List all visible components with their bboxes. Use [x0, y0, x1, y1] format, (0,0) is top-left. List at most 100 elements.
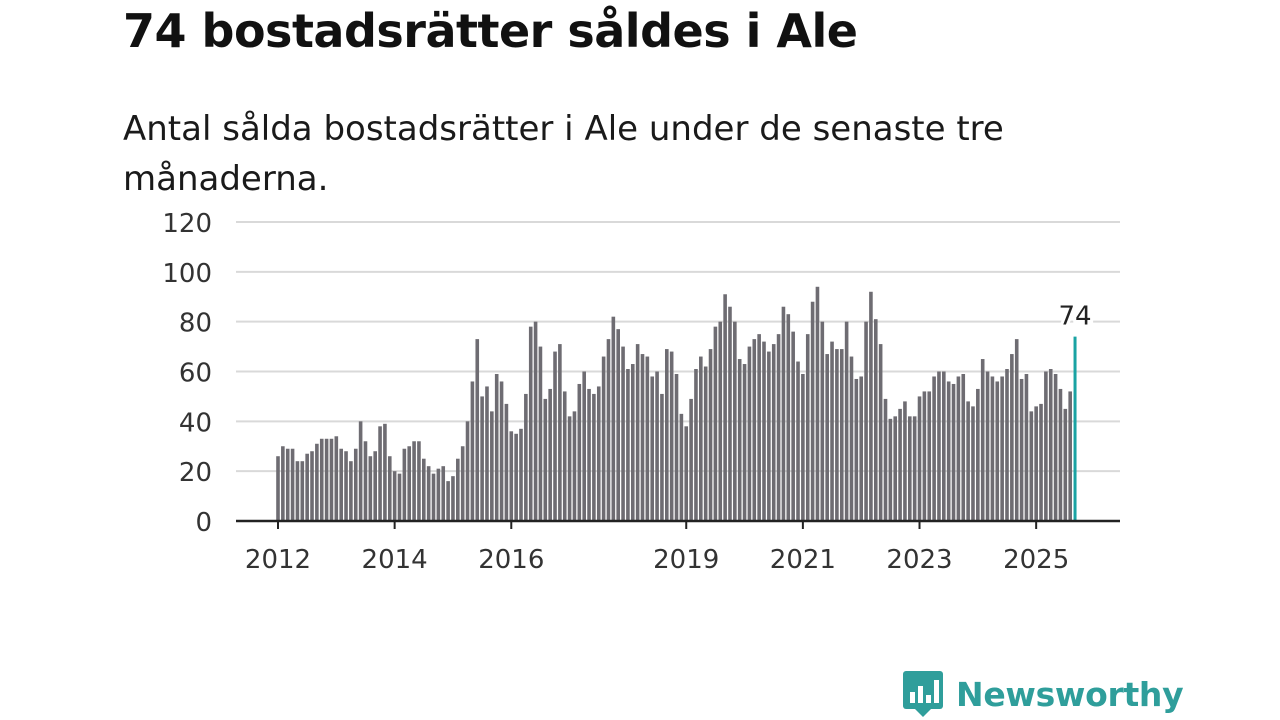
x-tick-label: 2019: [653, 545, 719, 575]
bar: [387, 456, 392, 521]
bar: [839, 349, 844, 521]
bar: [640, 354, 645, 521]
bar: [873, 319, 878, 521]
bar: [353, 448, 358, 521]
bar: [310, 451, 314, 521]
bar: [752, 339, 757, 521]
bar: [538, 346, 543, 521]
x-tick-label: 2016: [478, 545, 544, 575]
bar: [417, 441, 421, 521]
bar: [927, 391, 932, 521]
bar: [412, 441, 416, 521]
bar: [383, 423, 387, 521]
bar: [567, 416, 572, 521]
bar: [1005, 369, 1009, 521]
bar: [1019, 378, 1024, 521]
bar: [864, 321, 868, 521]
bar: [329, 438, 334, 521]
bar: [305, 453, 309, 521]
bar: [1044, 371, 1048, 521]
bar: [762, 341, 766, 521]
bar: [961, 373, 966, 521]
bar: [485, 386, 489, 521]
x-tick-label: 2025: [1003, 545, 1069, 575]
bar: [402, 448, 407, 521]
bar: [728, 306, 732, 521]
bar: [781, 306, 786, 521]
bar: [956, 376, 961, 521]
bar: [849, 356, 854, 521]
bar: [339, 448, 343, 521]
bar: [324, 438, 329, 521]
bar: [825, 354, 829, 521]
bar: [630, 364, 635, 521]
bar: [757, 334, 761, 522]
bar: [898, 408, 902, 522]
bar: [1053, 373, 1058, 521]
bar: [985, 371, 990, 521]
bar: [844, 321, 849, 521]
bar: [1014, 339, 1019, 521]
bar: [349, 461, 353, 521]
bar: [276, 456, 280, 521]
bar: [543, 398, 548, 521]
bar: [528, 326, 533, 521]
bar: [548, 388, 552, 521]
highlight-bar: [1073, 336, 1077, 521]
bar: [553, 351, 557, 521]
bar: [378, 426, 382, 521]
bar: [912, 416, 917, 521]
bar: [490, 411, 494, 521]
bar: [767, 351, 771, 521]
y-tick-label: 80: [179, 309, 212, 339]
brand-logo: Newsworthy: [902, 670, 1184, 718]
bar: [524, 393, 528, 521]
bar: [285, 448, 290, 521]
bar: [582, 371, 586, 521]
bar: [592, 393, 596, 521]
bar: [708, 349, 713, 521]
bar: [465, 421, 470, 521]
bar: [893, 416, 898, 521]
bar: [392, 471, 397, 521]
bar: [922, 391, 927, 521]
bar: [626, 369, 630, 521]
brand-name: Newsworthy: [956, 674, 1184, 714]
bar: [971, 406, 975, 521]
x-tick-label: 2012: [245, 545, 311, 575]
y-tick-label: 120: [162, 209, 212, 239]
bar: [718, 321, 723, 521]
bar: [980, 359, 985, 521]
bar: [601, 356, 606, 521]
bar: [446, 481, 450, 521]
bar: [519, 428, 523, 521]
bar: [835, 349, 839, 521]
y-tick-label: 40: [179, 408, 212, 438]
bar: [587, 388, 591, 521]
bar: [703, 366, 708, 521]
bar: [358, 421, 363, 521]
bar: [363, 441, 368, 521]
bar: [1058, 388, 1063, 521]
bar: [1048, 369, 1053, 521]
bar-chart: 0 20 40 60 80 100 120 2012 2014 2016 2019 2021 2023 2…: [162, 209, 1120, 575]
bar: [499, 381, 504, 521]
bar: [494, 373, 499, 521]
bar: [976, 388, 980, 521]
bar: [903, 401, 907, 521]
x-tick-label: 2023: [886, 545, 952, 575]
bar: [426, 466, 431, 521]
bar: [1068, 391, 1072, 521]
bar: [878, 344, 883, 521]
newsworthy-logo-icon: [903, 671, 943, 717]
bar: [815, 286, 820, 521]
bar: [888, 418, 893, 521]
bar: [1039, 403, 1043, 521]
bar: [854, 378, 859, 521]
bar: [295, 461, 300, 521]
bar: [796, 361, 800, 521]
bar: [883, 398, 888, 521]
bar: [937, 371, 941, 521]
bar: [932, 376, 936, 521]
bar: [737, 359, 742, 521]
